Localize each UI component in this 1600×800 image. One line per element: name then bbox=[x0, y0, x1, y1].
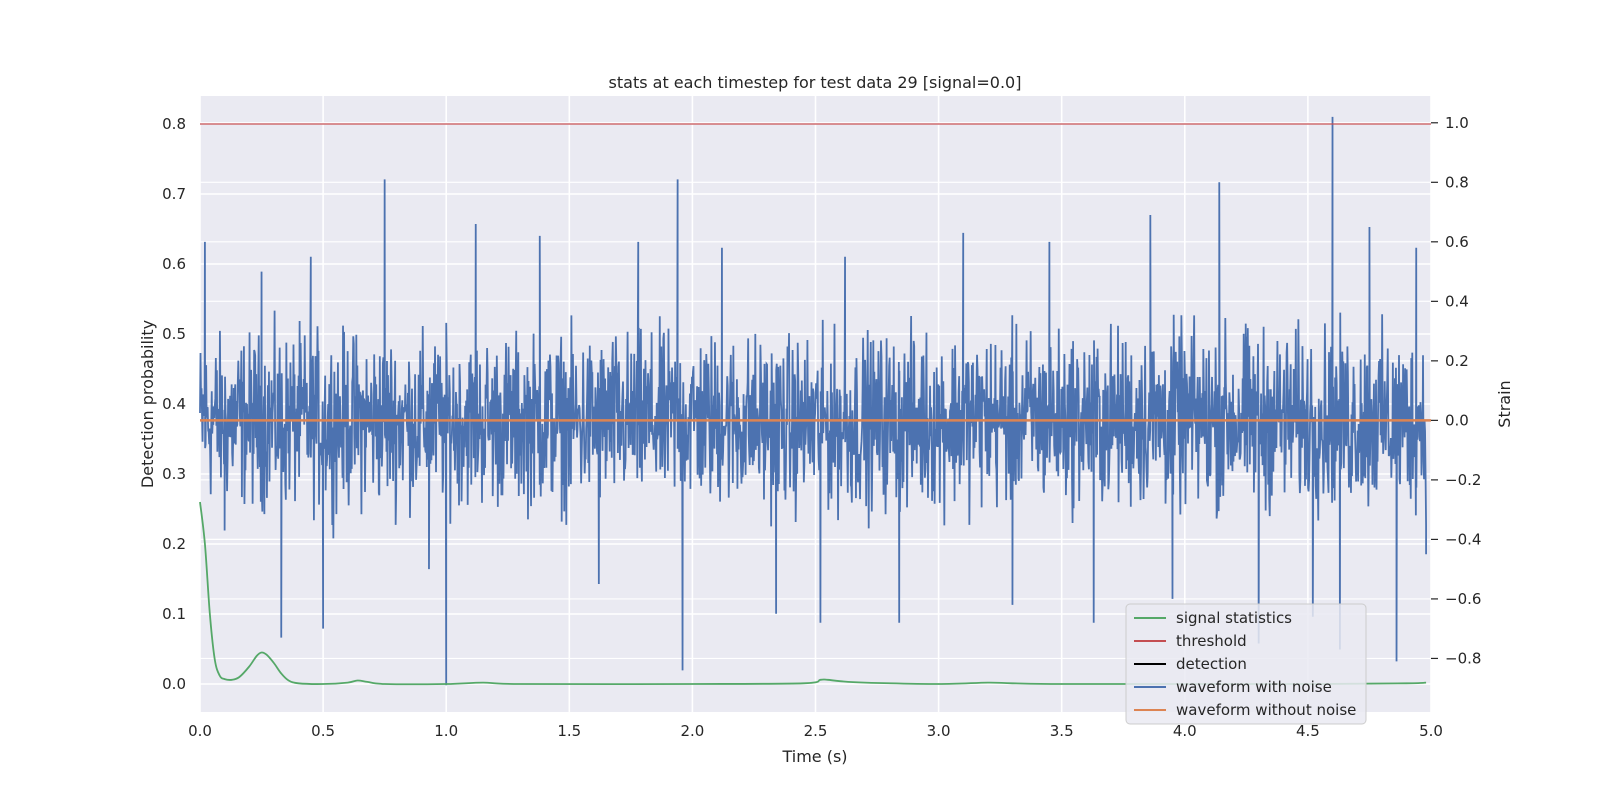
y-tick-label-left: 0.2 bbox=[162, 535, 186, 553]
y-tick-label-left: 0.8 bbox=[162, 115, 186, 133]
legend-label: signal statistics bbox=[1176, 609, 1292, 627]
x-axis-label: Time (s) bbox=[781, 747, 847, 766]
y-tick-label-left: 0.1 bbox=[162, 605, 186, 623]
x-tick-label: 5.0 bbox=[1419, 722, 1443, 740]
y-tick-label-right: −0.2 bbox=[1445, 471, 1481, 489]
y-tick-label-right: −0.6 bbox=[1445, 590, 1481, 608]
legend-label: threshold bbox=[1176, 632, 1247, 650]
legend-label: detection bbox=[1176, 655, 1247, 673]
plot-area bbox=[199, 116, 1431, 686]
y-tick-label-right: 1.0 bbox=[1445, 114, 1469, 132]
legend-box bbox=[1125, 603, 1367, 725]
legend: signal statistics threshold detection wavef… bbox=[1125, 603, 1367, 725]
y-tick-label-left: 0.6 bbox=[162, 255, 186, 273]
y-tick-label-right: −0.4 bbox=[1445, 530, 1481, 548]
y-tick-label-left: 0.7 bbox=[162, 185, 186, 203]
x-tick-label: 3.0 bbox=[927, 722, 951, 740]
y-tick-label-left: 0.5 bbox=[162, 325, 186, 343]
y-tick-label-left: 0.4 bbox=[162, 395, 186, 413]
y-tick-label-right: 0.2 bbox=[1445, 352, 1469, 370]
x-tick-label: 2.0 bbox=[680, 722, 704, 740]
y-tick-label-left: 0.3 bbox=[162, 465, 186, 483]
y-tick-label-right: 0.8 bbox=[1445, 173, 1469, 191]
y-tick-label-right: 0.4 bbox=[1445, 292, 1469, 310]
x-tick-label: 1.0 bbox=[434, 722, 458, 740]
legend-label: waveform without noise bbox=[1176, 701, 1356, 719]
x-tick-label: 2.5 bbox=[804, 722, 828, 740]
legend-label: waveform with noise bbox=[1176, 678, 1332, 696]
x-tick-label: 1.5 bbox=[557, 722, 581, 740]
series-waveform-with-noise bbox=[199, 116, 1427, 686]
y-tick-label-right: −0.8 bbox=[1445, 649, 1481, 667]
x-tick-label: 4.5 bbox=[1296, 722, 1320, 740]
chart-title: stats at each timestep for test data 29 … bbox=[609, 73, 1022, 92]
y-tick-label-left: 0.0 bbox=[162, 675, 186, 693]
axes: 0.0 0.5 1.0 1.5 2.0 2.5 3.0 3.5 4.0 4.5 5.0 0.0 0.1 0… bbox=[162, 114, 1481, 740]
series-signal-statistics bbox=[199, 501, 1427, 686]
x-tick-label: 3.5 bbox=[1050, 722, 1074, 740]
x-tick-label: 0.5 bbox=[311, 722, 335, 740]
y-tick-label-right: 0.0 bbox=[1445, 411, 1469, 429]
y-axis-label-left: Detection probability bbox=[138, 320, 157, 488]
y-tick-label-right: 0.6 bbox=[1445, 233, 1469, 251]
x-tick-label: 0.0 bbox=[188, 722, 212, 740]
x-tick-label: 4.0 bbox=[1173, 722, 1197, 740]
y-axis-label-right: Strain bbox=[1495, 380, 1514, 427]
